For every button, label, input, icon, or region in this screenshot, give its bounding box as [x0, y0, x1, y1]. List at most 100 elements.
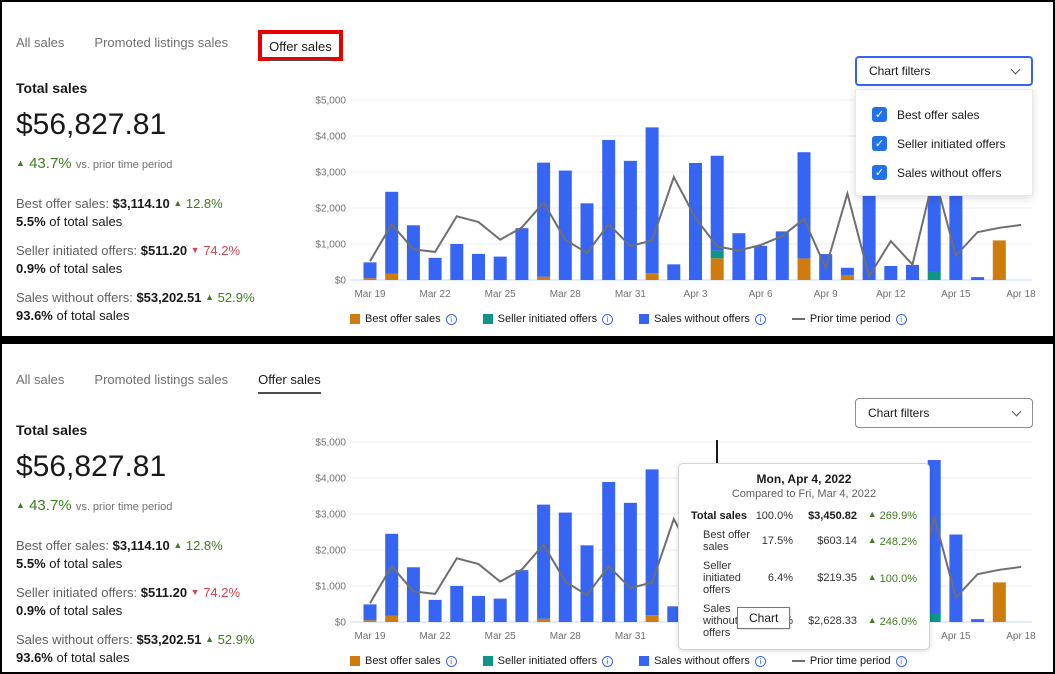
info-icon[interactable] — [445, 313, 457, 325]
sales-without-offers-bar[interactable] — [472, 253, 485, 280]
tab-offer-sales[interactable]: Offer sales — [269, 39, 332, 61]
chevron-down-icon — [1011, 406, 1022, 417]
stat-label: Best offer sales: — [16, 538, 113, 553]
best-offer-sales-bar[interactable] — [645, 615, 659, 622]
sales-without-offers-bar[interactable] — [493, 256, 507, 280]
sales-without-offers-bar[interactable] — [428, 257, 442, 280]
sales-without-offers-bar[interactable] — [580, 545, 594, 622]
best-offer-sales-bar[interactable] — [645, 273, 659, 280]
best-offer-sales-bar[interactable] — [710, 258, 724, 280]
stat-share: 93.6% of total sales — [16, 650, 130, 665]
sales-without-offers-bar[interactable] — [363, 262, 377, 279]
sales-without-offers-bar[interactable] — [558, 512, 572, 622]
sales-without-offers-bar[interactable] — [971, 277, 985, 280]
sales-without-offers-bar[interactable] — [385, 191, 399, 274]
seller-initiated-offers-bar[interactable] — [927, 271, 941, 280]
prior-time-period-line[interactable] — [369, 174, 1022, 279]
best-offer-sales-bar[interactable] — [992, 582, 1006, 622]
stat-change: 52.9% — [214, 632, 255, 647]
sales-without-offers-bar[interactable] — [602, 139, 616, 280]
info-icon[interactable] — [754, 655, 766, 667]
up-triangle-icon: ▲ — [205, 634, 215, 644]
sales-without-offers-bar[interactable] — [775, 231, 789, 280]
sales-without-offers-bar[interactable] — [406, 567, 420, 622]
chart-legend: Best offer sales Seller initiated offers S… — [350, 655, 1052, 667]
sales-without-offers-bar[interactable] — [602, 481, 616, 622]
tooltip-rows: Total sales 100.0% $3,450.82 ▲ 269.9% Best o… — [691, 509, 917, 639]
sales-without-offers-bar[interactable] — [537, 504, 551, 619]
sales-without-offers-bar[interactable] — [472, 595, 485, 622]
sales-without-offers-bar[interactable] — [906, 264, 919, 280]
info-icon[interactable] — [754, 313, 766, 325]
best-offer-sales-bar[interactable] — [992, 240, 1006, 280]
info-icon[interactable] — [602, 655, 614, 667]
sales-without-offers-bar[interactable] — [580, 203, 594, 280]
filter-option-seller-initiated-offers[interactable]: Seller initiated offers — [856, 129, 1032, 158]
checkbox-checked-icon[interactable] — [872, 165, 887, 180]
tab-promoted-listings-sales[interactable]: Promoted listings sales — [94, 372, 229, 387]
sales-without-offers-bar[interactable] — [949, 534, 963, 622]
seller-initiated-offers-bar[interactable] — [927, 613, 941, 622]
seller-initiated-offers-bar[interactable] — [710, 250, 724, 259]
chart-filters-button[interactable]: Chart filters — [855, 398, 1033, 428]
best-offer-sales-bar[interactable] — [537, 276, 551, 280]
best-offer-sales-bar[interactable] — [363, 620, 377, 622]
best-offer-sales-bar[interactable] — [385, 273, 399, 280]
stat-value: $511.20 — [140, 243, 191, 258]
sales-without-offers-bar[interactable] — [971, 619, 985, 622]
sales-without-offers-bar[interactable] — [797, 152, 811, 259]
tooltip-row-change: ▲ 248.2% — [867, 534, 917, 548]
best-offer-sales-bar[interactable] — [363, 278, 377, 280]
info-icon[interactable] — [445, 655, 457, 667]
sales-without-offers-bar[interactable] — [840, 267, 854, 275]
sales-without-offers-bar[interactable] — [428, 599, 442, 622]
filter-option-best-offer-sales[interactable]: Best offer sales — [856, 100, 1032, 129]
info-icon[interactable] — [602, 313, 614, 325]
chart-filters-button[interactable]: Chart filters — [855, 56, 1033, 86]
tab-all-sales[interactable]: All sales — [16, 34, 65, 50]
total-sales-change: ▲ 43.7% vs. prior time period — [16, 155, 321, 172]
sales-without-offers-bar[interactable] — [450, 244, 464, 280]
tooltip-row-seller-initiated-offers: Seller initiated offers 6.4% $219.35 ▲ 100.… — [691, 560, 917, 596]
sales-without-offers-bar[interactable] — [732, 233, 746, 280]
sales-without-offers-bar[interactable] — [862, 186, 876, 280]
sales-without-offers-bar[interactable] — [385, 533, 399, 616]
filter-option-sales-without-offers[interactable]: Sales without offers — [856, 158, 1032, 187]
sales-without-offers-bar[interactable] — [537, 162, 551, 277]
best-offer-sales-bar[interactable] — [537, 618, 551, 622]
info-icon[interactable] — [895, 313, 907, 325]
sales-without-offers-bar[interactable] — [667, 264, 681, 280]
tab-promoted-listings-sales[interactable]: Promoted listings sales — [94, 34, 229, 50]
sales-without-offers-bar[interactable] — [450, 586, 464, 622]
checkbox-checked-icon[interactable] — [872, 136, 887, 151]
sales-without-offers-bar[interactable] — [406, 225, 420, 280]
info-icon[interactable] — [895, 655, 907, 667]
sales-without-offers-bar[interactable] — [689, 163, 702, 280]
sales-without-offers-bar[interactable] — [927, 460, 941, 613]
sales-chart[interactable]: $0 $1,000 $2,000 $3,000 $4,000 $5,000 Mar 19 Ma… — [302, 430, 1042, 655]
tooltip-compare-date: Compared to Fri, Mar 4, 2022 — [731, 488, 877, 500]
sales-without-offers-bar[interactable] — [493, 598, 507, 622]
sales-without-offers-bar[interactable] — [515, 228, 529, 280]
best-offer-sales-bar[interactable] — [385, 615, 399, 622]
sales-without-offers-bar[interactable] — [645, 127, 659, 274]
line-swatch — [791, 318, 805, 320]
sales-without-offers-bar[interactable] — [363, 604, 377, 621]
x-tick-label: Mar 22 — [420, 289, 452, 300]
sales-without-offers-bar[interactable] — [515, 570, 529, 622]
checkbox-checked-icon[interactable] — [872, 107, 887, 122]
sales-without-offers-bar[interactable] — [884, 265, 898, 280]
tab-offer-sales[interactable]: Offer sales — [258, 372, 321, 394]
sales-without-offers-bar[interactable] — [710, 155, 724, 251]
sales-without-offers-bar[interactable] — [623, 502, 637, 622]
sales-without-offers-bar[interactable] — [667, 606, 681, 622]
best-offer-sales-bar[interactable] — [840, 274, 854, 280]
tab-all-sales[interactable]: All sales — [16, 372, 65, 387]
sales-without-offers-bar[interactable] — [558, 170, 572, 280]
sales-without-offers-bar[interactable] — [754, 245, 768, 280]
sales-without-offers-bar[interactable] — [949, 192, 963, 280]
sales-without-offers-bar[interactable] — [645, 469, 659, 616]
sales-without-offers-bar[interactable] — [623, 160, 637, 280]
best-offer-sales-bar[interactable] — [797, 258, 811, 280]
